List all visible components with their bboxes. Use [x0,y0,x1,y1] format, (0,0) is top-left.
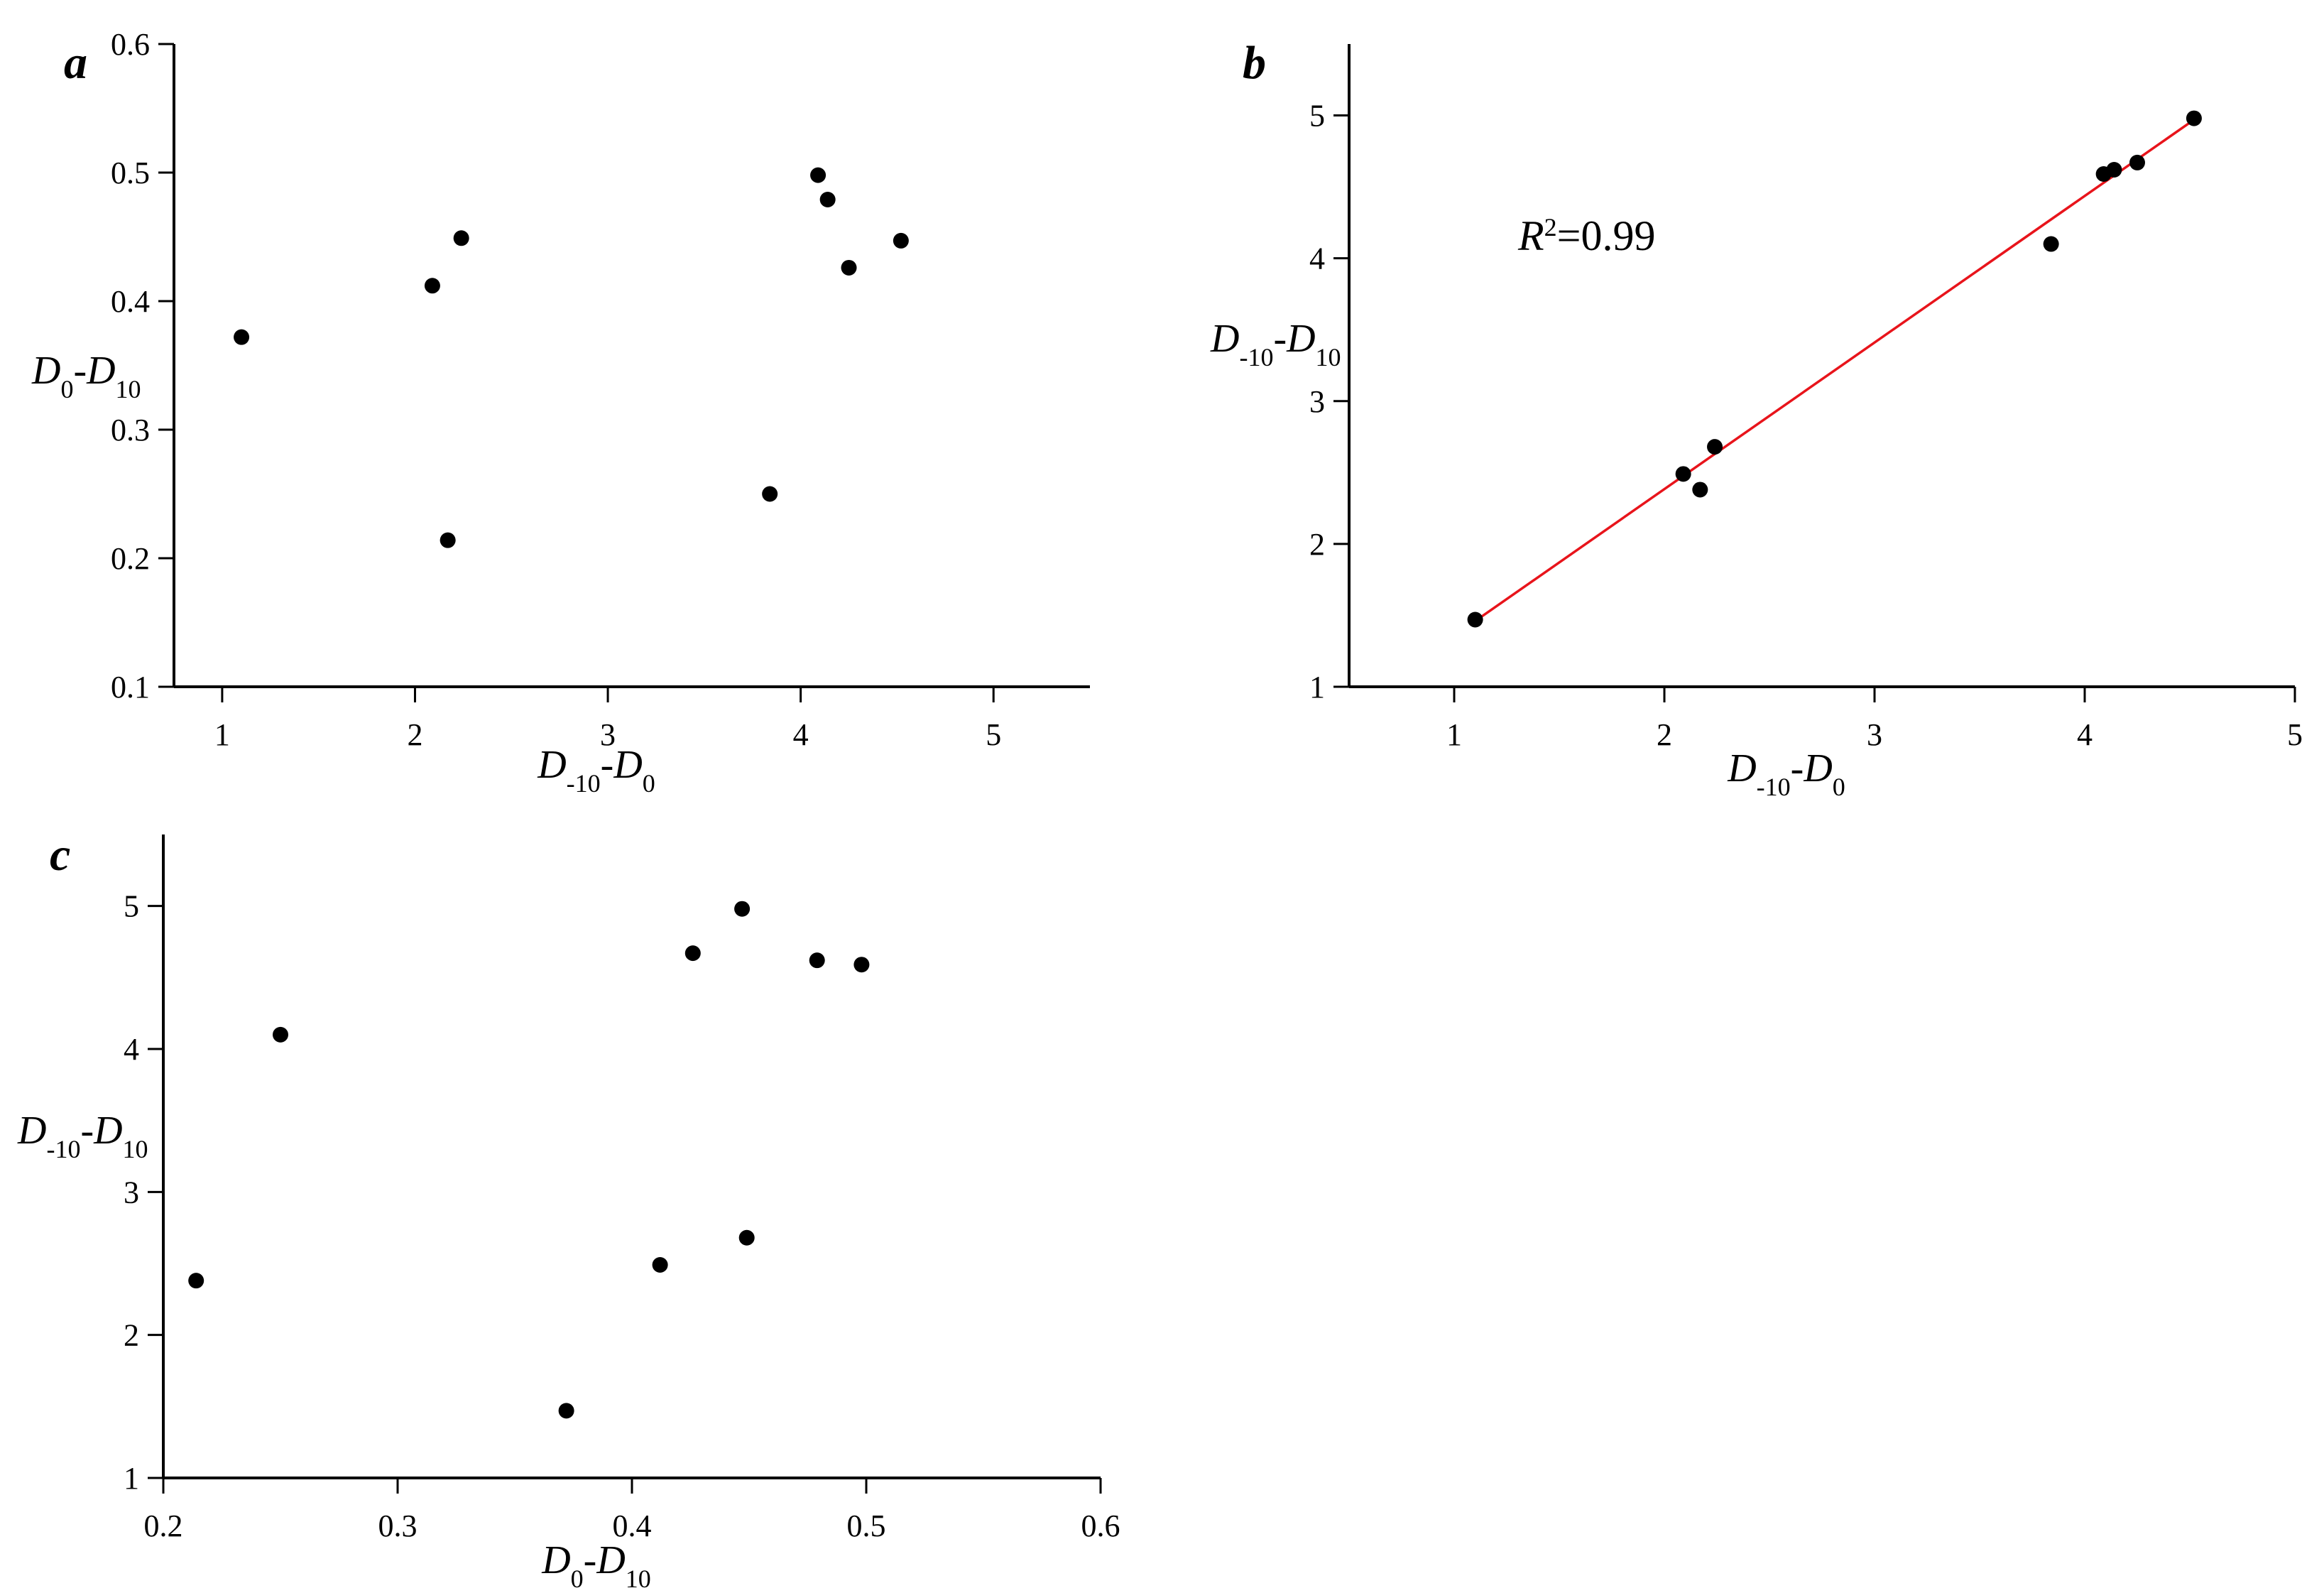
x-tick-label: 2 [1657,717,1672,752]
data-point [2129,154,2145,170]
x-tick-label: 4 [2077,717,2093,752]
y-tick-label: 3 [1309,384,1325,419]
data-point [1467,611,1483,628]
y-tick-label: 0.5 [111,156,150,190]
y-tick-label: 5 [1309,99,1325,134]
x-tick-label: 0.4 [613,1508,652,1543]
x-axis-label: D0-D10 [541,1538,651,1593]
y-tick-label: 3 [124,1175,139,1209]
data-point [273,1026,288,1043]
data-point [684,945,701,962]
data-point [810,167,827,183]
y-tick-label: 0.1 [111,670,150,705]
x-tick-label: 1 [1446,717,1462,752]
y-axis-label: D0-D10 [31,349,141,403]
x-tick-label: 1 [214,717,230,752]
fit-line [1474,119,2195,622]
y-tick-label: 4 [124,1032,139,1067]
y-tick-label: 0.4 [111,284,150,319]
data-point [234,329,250,345]
y-tick-label: 1 [124,1461,139,1496]
data-point [424,278,440,294]
data-point [1675,466,1691,482]
y-tick-label: 0.6 [111,27,150,62]
data-point [2186,110,2202,126]
data-point [453,230,469,246]
data-point [809,952,825,969]
data-point [853,957,870,973]
data-point [188,1273,204,1289]
data-point [558,1403,574,1419]
y-axis-label: D-10-D10 [17,1109,148,1163]
r-squared-annotation: R2=0.99 [1517,212,1656,259]
x-tick-label: 0.5 [847,1508,886,1543]
x-axis-label: D-10-D0 [537,743,655,798]
y-tick-label: 5 [124,889,139,924]
y-tick-label: 1 [1309,670,1325,705]
data-point [841,259,857,276]
x-tick-label: 0.2 [144,1508,183,1543]
panel-c: 0.2 0.3 0.4 0.5 0.6 1 2 3 4 5 c D0-D10 D-10-D10 [17,829,1120,1593]
x-tick-label: 3 [1867,717,1882,752]
data-point [440,532,456,548]
data-point [1707,439,1723,455]
x-tick-label: 0.3 [378,1508,418,1543]
y-tick-label: 0.2 [111,541,150,576]
data-point [734,901,751,917]
panel-letter: c [50,829,70,881]
panel-a: 1 2 3 4 5 0.1 0.2 0.3 0.4 0.5 0.6 a D-10-D0 D0-D10 [31,27,1090,798]
panel-b: 1 2 3 4 5 1 2 3 4 5 b D-10-D0 D-10-D10 R2=0.99 [1210,37,2303,801]
x-tick-label: 2 [407,717,422,752]
data-point [652,1257,668,1273]
x-tick-label: 5 [2287,717,2303,752]
data-point [762,486,778,502]
x-tick-label: 3 [600,717,616,752]
panel-letter: b [1243,37,1266,89]
data-point [1692,482,1708,498]
x-tick-label: 0.6 [1081,1508,1120,1543]
data-point [2043,236,2059,252]
y-tick-label: 4 [1309,241,1325,276]
x-tick-label: 5 [986,717,1001,752]
panel-letter: a [64,37,87,89]
y-tick-label: 0.3 [111,413,150,447]
y-tick-label: 2 [1309,527,1325,562]
data-point [893,232,909,249]
y-tick-label: 2 [124,1318,139,1353]
x-tick-label: 4 [793,717,809,752]
y-axis-label: D-10-D10 [1210,317,1341,371]
x-axis-label: D-10-D0 [1727,746,1845,801]
data-point [738,1229,755,1246]
data-point [819,192,836,208]
data-point [2106,161,2122,178]
